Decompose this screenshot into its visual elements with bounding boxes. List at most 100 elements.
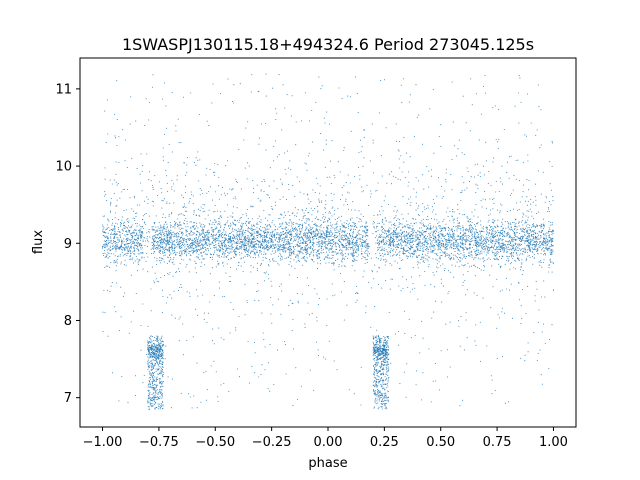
data-point [462, 248, 464, 250]
data-point [424, 258, 426, 260]
data-point [529, 243, 531, 245]
data-point [234, 253, 236, 255]
data-point [257, 243, 260, 245]
data-point [447, 239, 450, 241]
data-point [319, 263, 321, 265]
data-point [313, 238, 315, 240]
data-point [298, 226, 300, 228]
data-point [348, 246, 350, 249]
data-point [237, 230, 239, 233]
data-point [108, 253, 110, 255]
data-point [354, 228, 356, 231]
data-point [285, 241, 287, 243]
data-point [359, 237, 361, 239]
data-point [528, 233, 531, 235]
data-point [469, 235, 471, 237]
data-point [298, 259, 300, 261]
data-point [395, 229, 397, 231]
data-point [522, 253, 524, 255]
data-point [279, 237, 281, 239]
data-point [534, 240, 536, 242]
data-point [267, 232, 270, 234]
data-point [385, 248, 387, 251]
data-point [264, 229, 266, 231]
data-point [490, 234, 492, 236]
data-point [346, 220, 348, 222]
data-point [252, 238, 254, 240]
data-point [138, 229, 141, 231]
data-point [357, 245, 360, 247]
data-point [295, 240, 297, 242]
data-point [186, 220, 188, 223]
data-point [544, 252, 546, 254]
data-point [296, 223, 298, 225]
data-point [174, 221, 176, 223]
data-point [218, 240, 220, 242]
data-point [457, 257, 459, 259]
data-point [159, 260, 161, 262]
data-point [161, 235, 163, 237]
data-point [399, 250, 401, 252]
data-point [550, 241, 552, 243]
data-point [459, 232, 461, 235]
data-point [231, 237, 234, 239]
data-point [279, 247, 281, 249]
data-point [479, 231, 482, 233]
data-point [481, 235, 483, 237]
data-point [500, 232, 502, 234]
data-point [161, 247, 163, 249]
data-point [110, 237, 112, 239]
data-point [329, 245, 331, 247]
data-point [304, 222, 306, 224]
data-point [382, 255, 384, 257]
data-point [246, 208, 248, 210]
data-point [254, 229, 256, 231]
data-point [312, 236, 314, 238]
data-point [115, 245, 117, 247]
data-point [313, 251, 315, 253]
data-point [130, 234, 132, 236]
data-point [361, 244, 363, 246]
data-point [310, 241, 312, 243]
data-point [352, 242, 354, 244]
data-point [102, 224, 104, 226]
data-point [439, 235, 441, 237]
data-point [422, 234, 424, 236]
data-point [394, 229, 396, 231]
data-point [410, 234, 412, 236]
data-point [259, 252, 261, 254]
data-point [245, 239, 247, 241]
data-point [177, 244, 179, 246]
data-point [442, 245, 444, 247]
data-point [416, 239, 418, 241]
data-point [260, 246, 262, 249]
data-point [418, 215, 420, 217]
data-point [262, 246, 264, 248]
data-point [179, 241, 181, 243]
data-point [390, 233, 392, 235]
data-point [541, 225, 543, 228]
data-point [220, 225, 222, 227]
data-point [150, 253, 153, 255]
data-point [539, 246, 541, 249]
data-point [356, 259, 358, 261]
data-point [297, 257, 299, 259]
data-point [403, 247, 405, 249]
data-point [365, 243, 367, 245]
data-point [172, 234, 174, 236]
data-point [243, 246, 245, 249]
data-point [378, 242, 380, 244]
data-point [200, 244, 202, 246]
data-point [448, 238, 450, 240]
data-point [406, 220, 408, 222]
data-point [455, 256, 457, 258]
data-point [479, 252, 481, 254]
data-point [493, 257, 495, 259]
data-point [139, 230, 142, 232]
data-point [212, 237, 214, 239]
data-point [404, 245, 406, 247]
data-point [429, 229, 432, 231]
data-point [220, 245, 222, 247]
data-point [199, 222, 201, 224]
chart-title: 1SWASPJ130115.18+494324.6 Period 273045.… [122, 35, 534, 54]
